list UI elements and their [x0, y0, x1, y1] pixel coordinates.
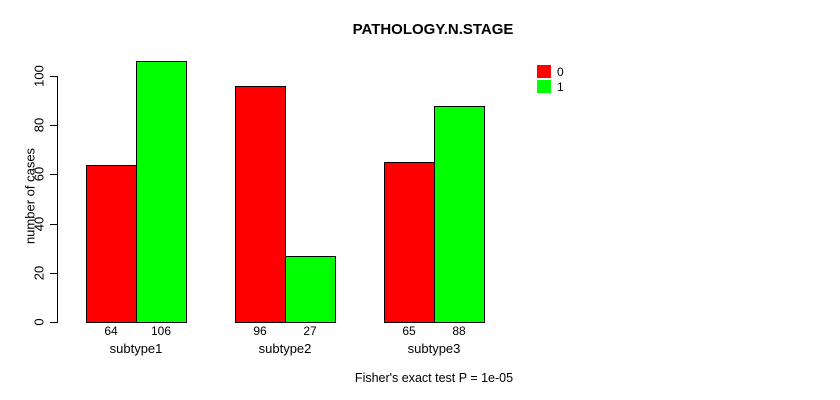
- y-axis-tick: [50, 125, 57, 127]
- y-axis-tick: [50, 272, 57, 274]
- y-axis-tick: [50, 322, 57, 323]
- bar-subtype1-series-1: [136, 61, 187, 323]
- y-axis-tick-label: 60: [31, 167, 47, 182]
- bar-value-label: 64: [104, 324, 118, 338]
- x-category-label: subtype1: [109, 341, 163, 356]
- bar-subtype2-series-1: [285, 255, 336, 323]
- y-axis-tick-label: 80: [31, 117, 47, 133]
- bar-value-label: 27: [303, 324, 317, 338]
- bar-subtype1-series-0: [86, 164, 137, 323]
- x-category-label: subtype2: [258, 341, 312, 356]
- x-category-label: subtype3: [407, 341, 461, 356]
- legend-label: 1: [557, 79, 564, 94]
- legend-swatch-0: [537, 65, 551, 78]
- bar-subtype2-series-0: [235, 85, 286, 323]
- y-axis-tick: [50, 174, 57, 176]
- bar-subtype3-series-0: [384, 162, 435, 323]
- y-axis-tick-label: 100: [31, 65, 47, 87]
- y-axis-tick: [50, 223, 57, 225]
- bar-subtype3-series-1: [434, 105, 485, 323]
- y-axis-tick: [50, 76, 57, 77]
- bar-value-label: 106: [150, 324, 172, 338]
- y-axis-tick-label: 20: [31, 265, 47, 281]
- legend-swatch-1: [537, 80, 551, 93]
- y-axis-tick-label: 40: [31, 216, 47, 231]
- y-axis-tick-label: 0: [31, 318, 47, 326]
- bar-value-label: 88: [452, 324, 466, 338]
- bar-value-label: 96: [253, 324, 267, 338]
- legend-label: 0: [557, 64, 564, 79]
- bar-value-label: 65: [402, 324, 416, 338]
- legend-item: 0: [537, 65, 564, 78]
- chart-title: PATHOLOGY.N.STAGE: [352, 21, 514, 38]
- annotation-text: Fisher's exact test P = 1e-05: [354, 371, 514, 385]
- y-axis-line: [57, 76, 58, 323]
- legend-item: 1: [537, 80, 564, 93]
